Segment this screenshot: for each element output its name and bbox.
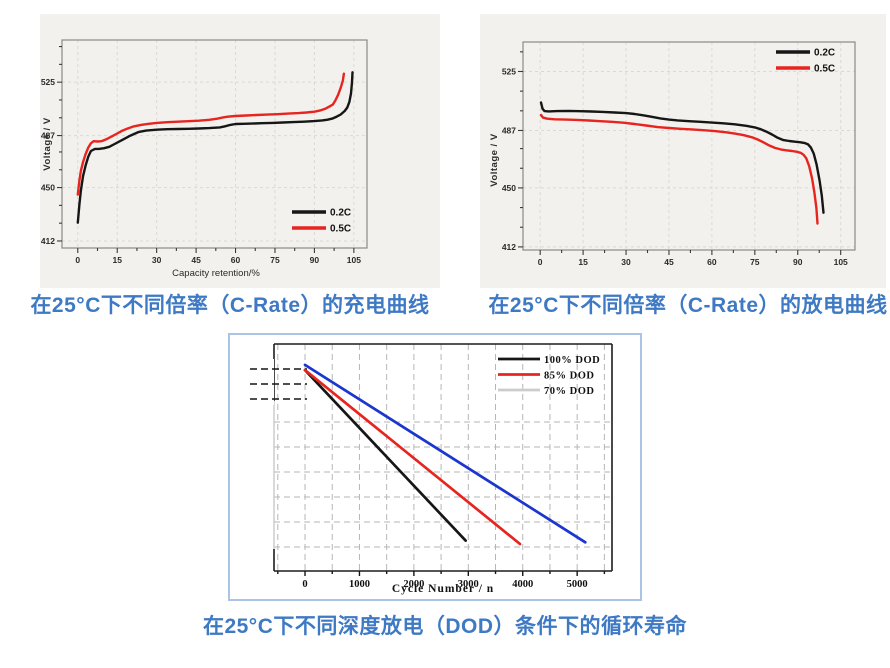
cycle-life-chart-box: 0 1000 2000 3000 4000 5000 Cycle Number / n 100… xyxy=(228,333,642,601)
chart-background xyxy=(40,14,440,288)
x-tick-label: 45 xyxy=(664,257,674,267)
legend-label: 85% DOD xyxy=(544,371,594,382)
legend-label: 70% DOD xyxy=(544,386,594,397)
y-tick-label: 487 xyxy=(41,131,55,141)
legend: 0.2C 0.5C xyxy=(292,208,351,235)
axes xyxy=(277,571,606,576)
x-tick-label: 30 xyxy=(152,255,162,265)
legend: 0.2C 0.5C xyxy=(776,48,835,75)
y-tick-label: 487 xyxy=(502,125,516,135)
gridlines xyxy=(523,42,855,250)
y-tick-label: 525 xyxy=(502,66,516,76)
x-tick-label: 2000 xyxy=(403,579,424,590)
chart-background xyxy=(230,335,640,599)
gridlines xyxy=(62,40,367,248)
legend-label: 0.5C xyxy=(330,224,351,235)
x-tick-label: 60 xyxy=(707,257,717,267)
x-tick-label: 15 xyxy=(578,257,588,267)
plot-frame xyxy=(61,39,368,249)
tick-labels: 0 1000 2000 3000 4000 5000 xyxy=(302,579,587,590)
x-tick-label: 15 xyxy=(112,255,122,265)
x-tick-label: 0 xyxy=(538,257,543,267)
plot-frame xyxy=(522,41,856,251)
cycle-life-chart: 0 1000 2000 3000 4000 5000 Cycle Number / n 100… xyxy=(230,335,640,599)
85% DOD-curve xyxy=(303,368,522,546)
charge-chart-figure: 0 15 30 45 60 75 90 105 412 450 487 525 Voltage / V C… xyxy=(40,14,440,288)
legend-label: 0.5C xyxy=(814,64,835,75)
y-tick-label: 412 xyxy=(41,236,55,246)
x-tick-label: 60 xyxy=(231,255,241,265)
chart-background xyxy=(480,14,886,288)
charge-curves-chart: 0 15 30 45 60 75 90 105 412 450 487 525 Voltage / V C… xyxy=(40,14,440,288)
tick-labels: 0 15 30 45 60 75 90 105 412 450 487 525 xyxy=(41,77,361,265)
tick-labels: 0 15 30 45 60 75 90 105 412 450 487 525 xyxy=(502,66,848,267)
cycle-life-chart-caption: 在25°C下不同深度放电（DOD）条件下的循环寿命 xyxy=(202,615,688,638)
x-tick-label: 105 xyxy=(347,255,361,265)
x-tick-label: 90 xyxy=(793,257,803,267)
x-tick-label: 45 xyxy=(191,255,201,265)
legend-label: 0.2C xyxy=(330,208,351,219)
0.2C-curve xyxy=(76,71,354,224)
x-tick-label: 5000 xyxy=(567,579,588,590)
x-tick-label: 75 xyxy=(750,257,760,267)
0.2C-curve xyxy=(539,101,825,214)
0.5C-curve xyxy=(539,113,819,225)
legend: 100% DOD 85% DOD 70% DOD xyxy=(498,355,600,397)
x-tick-label: 0 xyxy=(75,255,80,265)
discharge-chart-caption: 在25°C下不同倍率（C-Rate）的放电曲线 xyxy=(488,294,888,317)
y-tick-label: 525 xyxy=(41,77,55,87)
legend-label: 0.2C xyxy=(814,48,835,59)
axes xyxy=(57,46,355,253)
x-axis-title: Cycle Number / n xyxy=(392,583,494,595)
100% DOD-curve xyxy=(303,368,467,542)
x-axis-title: Capacity retention/% xyxy=(172,268,260,279)
x-tick-label: 4000 xyxy=(512,579,533,590)
x-tick-label: 90 xyxy=(310,255,320,265)
y-axis-title: Voltage / V xyxy=(489,133,500,187)
x-tick-label: 1000 xyxy=(349,579,370,590)
legend-label: 100% DOD xyxy=(544,355,600,366)
plot-frame xyxy=(273,343,613,572)
redacted-y-labels xyxy=(248,359,274,405)
y-tick-label: 412 xyxy=(502,242,516,252)
70% DOD-curve xyxy=(303,363,587,544)
x-tick-label: 30 xyxy=(621,257,631,267)
y-tick-label: 450 xyxy=(41,183,55,193)
charge-chart-caption: 在25°C下不同倍率（C-Rate）的充电曲线 xyxy=(30,294,430,317)
x-tick-label: 0 xyxy=(302,579,307,590)
y-tick-label: 450 xyxy=(502,183,516,193)
x-tick-label: 3000 xyxy=(458,579,479,590)
x-tick-label: 75 xyxy=(270,255,280,265)
y-axis-title: Voltage / V xyxy=(42,117,53,171)
0.5C-curve xyxy=(76,72,346,196)
axes xyxy=(518,51,842,255)
x-tick-label: 105 xyxy=(834,257,848,267)
